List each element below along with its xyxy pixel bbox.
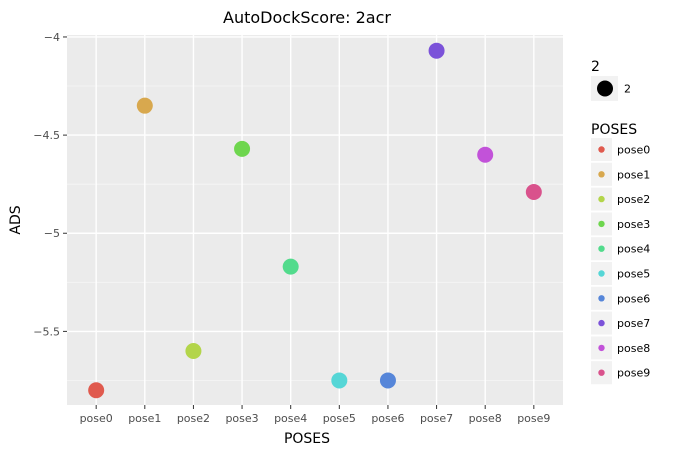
y-axis-ticks: −4 −4.5 −5 −5.5 (33, 31, 67, 338)
x-tick-label: pose3 (225, 412, 258, 425)
legend-symbol-pose6 (598, 295, 605, 302)
x-tick-label: pose1 (128, 412, 161, 425)
size-legend-label: 2 (624, 83, 631, 96)
plot-panel (67, 35, 563, 405)
x-tick-label: pose6 (371, 412, 404, 425)
data-point-pose0 (88, 382, 105, 399)
x-tick-label: pose7 (420, 412, 453, 425)
color-legend-title: POSES (591, 122, 637, 138)
y-tick-label: −5 (44, 227, 60, 240)
size-legend-symbol (597, 80, 613, 97)
x-tick-label: pose4 (274, 412, 307, 425)
grid-major (67, 35, 563, 405)
legend-symbol-pose5 (598, 270, 605, 277)
legend-label: pose9 (617, 367, 650, 380)
legend-symbol-pose2 (598, 195, 605, 203)
y-axis-label: ADS (8, 205, 24, 234)
x-tick-label: pose0 (80, 412, 113, 425)
data-point-pose5 (331, 372, 348, 389)
chart-title: AutoDockScore: 2acr (223, 8, 391, 27)
data-point-pose8 (477, 146, 494, 163)
legend-symbol-pose7 (598, 319, 605, 327)
data-point-pose1 (136, 97, 153, 114)
color-legend: POSES pose0 pose1 pose2 pose3 pose4 pose5 pose… (591, 122, 650, 385)
data-point-pose9 (525, 184, 542, 201)
legend-label: pose4 (617, 243, 650, 256)
x-axis-ticks: pose0 pose1 pose2 pose3 pose4 pose5 pose6 pose7… (80, 405, 550, 425)
x-tick-label: pose5 (323, 412, 356, 425)
y-tick-label: −4.5 (33, 129, 60, 142)
legend-symbol-pose1 (598, 171, 605, 178)
grid-minor (67, 85, 563, 381)
legend-label: pose8 (617, 342, 650, 355)
legend-label: pose1 (617, 168, 650, 181)
legend-label: pose3 (617, 218, 650, 231)
size-legend-title: 2 (591, 59, 600, 75)
legend-label: pose7 (617, 317, 650, 330)
x-axis-label: POSES (284, 431, 330, 447)
data-point-pose6 (379, 372, 396, 389)
data-points (88, 42, 542, 399)
legend-symbol-pose4 (598, 245, 605, 252)
size-legend: 2 2 (591, 59, 631, 101)
data-point-pose7 (428, 42, 445, 59)
x-tick-label: pose8 (469, 412, 502, 425)
legend-label: pose2 (617, 193, 650, 206)
legend-symbol-pose3 (598, 220, 605, 228)
legend-label: pose5 (617, 268, 650, 281)
data-point-pose2 (185, 343, 202, 360)
legend-symbol-pose0 (598, 146, 605, 153)
legend-label: pose0 (617, 144, 650, 157)
data-point-pose3 (234, 140, 251, 157)
legend-symbol-pose9 (598, 369, 605, 376)
legend-label: pose6 (617, 292, 650, 305)
data-point-pose4 (282, 258, 299, 275)
x-tick-label: pose9 (517, 412, 550, 425)
x-tick-label: pose2 (177, 412, 210, 425)
y-tick-label: −5.5 (33, 325, 60, 338)
legend-symbol-pose8 (598, 344, 605, 352)
y-tick-label: −4 (44, 31, 60, 44)
